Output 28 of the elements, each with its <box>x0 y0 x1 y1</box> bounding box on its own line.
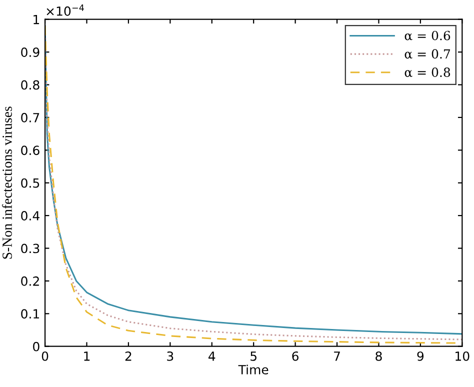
x-tick-label: 2 <box>125 351 132 361</box>
y-tick-label: 1 <box>34 14 40 24</box>
text: ×10$^{−4}$ <box>46 4 84 16</box>
x-axis-title: Time <box>238 364 268 374</box>
y-tick-label: 0.3 <box>21 244 40 254</box>
legend-label: α = 0.8 <box>404 68 450 77</box>
x-tick-label: 10 <box>456 351 470 361</box>
y-tick-label: 0.1 <box>21 309 40 319</box>
legend-label: α = 0.7 <box>404 49 450 59</box>
y-tick-label: 0.2 <box>21 276 39 286</box>
x-tick-label: 9 <box>417 351 424 361</box>
x-tick-label: 7 <box>334 352 340 361</box>
x-tick-label: 6 <box>292 351 298 361</box>
legend-label: α = 0.6 <box>404 30 450 40</box>
y-tick-label: 0.5 <box>21 178 40 188</box>
x-tick-label: 0 <box>42 351 48 361</box>
y-tick-label: 0 <box>33 342 40 352</box>
x-tick-label: 4 <box>208 352 216 361</box>
x-tick-label: 5 <box>250 352 256 361</box>
y-tick-label: 0.4 <box>21 211 40 220</box>
y-tick-label: 0.6 <box>21 146 40 156</box>
x-tick-label: 8 <box>376 351 382 361</box>
y-axis-title: S-Non infectections viruses <box>2 106 12 259</box>
y-tick-label: 0.7 <box>21 112 40 122</box>
y-tick-label: 0.9 <box>21 48 40 57</box>
x-tick-label: 1 <box>84 352 90 361</box>
x-tick-label: 3 <box>167 351 174 361</box>
y-tick-label: 0.8 <box>21 80 40 90</box>
